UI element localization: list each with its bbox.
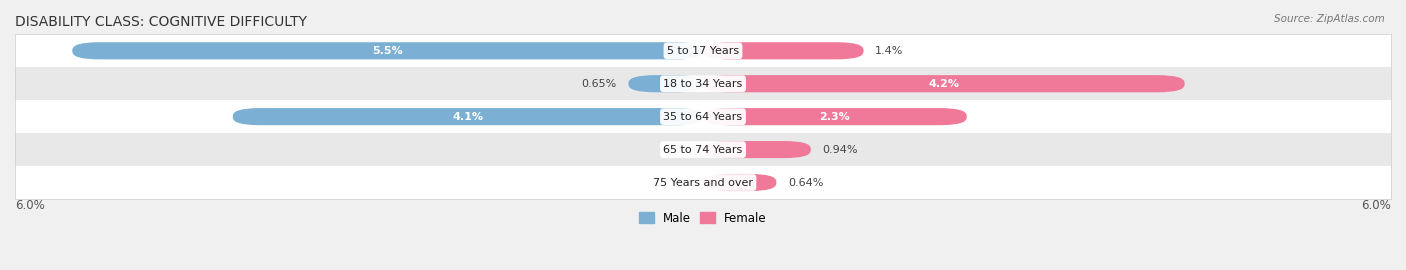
Text: 4.1%: 4.1% xyxy=(453,112,484,122)
FancyBboxPatch shape xyxy=(703,108,967,125)
FancyBboxPatch shape xyxy=(703,42,863,59)
FancyBboxPatch shape xyxy=(72,42,703,59)
Text: 18 to 34 Years: 18 to 34 Years xyxy=(664,79,742,89)
Text: 1.4%: 1.4% xyxy=(875,46,904,56)
Text: 5 to 17 Years: 5 to 17 Years xyxy=(666,46,740,56)
Text: 0.65%: 0.65% xyxy=(582,79,617,89)
FancyBboxPatch shape xyxy=(628,75,703,92)
Text: 0.0%: 0.0% xyxy=(664,177,692,187)
Text: 0.0%: 0.0% xyxy=(664,144,692,155)
FancyBboxPatch shape xyxy=(703,174,776,191)
Text: 0.94%: 0.94% xyxy=(823,144,858,155)
Text: 35 to 64 Years: 35 to 64 Years xyxy=(664,112,742,122)
FancyBboxPatch shape xyxy=(703,75,1185,92)
Bar xyxy=(15,100,1391,133)
Text: 5.5%: 5.5% xyxy=(373,46,404,56)
Bar xyxy=(15,166,1391,199)
Text: 65 to 74 Years: 65 to 74 Years xyxy=(664,144,742,155)
Legend: Male, Female: Male, Female xyxy=(634,207,772,229)
Text: DISABILITY CLASS: COGNITIVE DIFFICULTY: DISABILITY CLASS: COGNITIVE DIFFICULTY xyxy=(15,15,307,29)
FancyBboxPatch shape xyxy=(703,141,811,158)
Text: 6.0%: 6.0% xyxy=(1361,199,1391,212)
FancyBboxPatch shape xyxy=(233,108,703,125)
Bar xyxy=(15,133,1391,166)
Text: 0.64%: 0.64% xyxy=(787,177,824,187)
Text: 75 Years and over: 75 Years and over xyxy=(652,177,754,187)
Text: 6.0%: 6.0% xyxy=(15,199,45,212)
Text: 2.3%: 2.3% xyxy=(820,112,851,122)
Text: 4.2%: 4.2% xyxy=(928,79,959,89)
Text: Source: ZipAtlas.com: Source: ZipAtlas.com xyxy=(1274,14,1385,23)
Bar xyxy=(15,34,1391,67)
Bar xyxy=(15,67,1391,100)
